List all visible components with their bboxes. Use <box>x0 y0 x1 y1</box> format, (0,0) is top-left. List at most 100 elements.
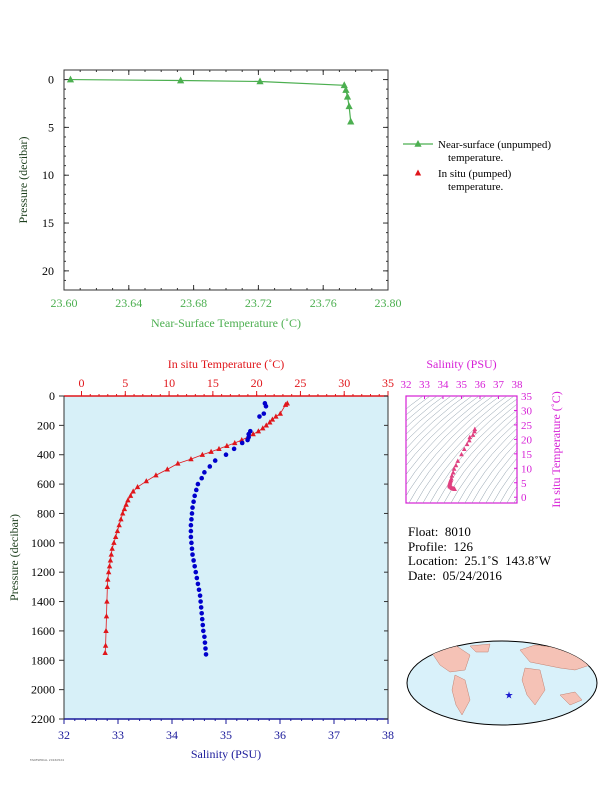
pressure-tick-label: 800 <box>37 506 55 520</box>
temperature-point <box>188 456 194 462</box>
density-contour <box>406 396 466 450</box>
temperature-point <box>277 410 283 416</box>
salinity-point <box>191 558 196 563</box>
salinity-point <box>245 437 250 443</box>
density-contour <box>525 376 612 508</box>
pressure-tick-label: 1800 <box>31 653 55 667</box>
near-surface-temperature-point <box>340 81 348 89</box>
temperature-point <box>112 533 119 540</box>
ts-point <box>449 473 455 478</box>
temperature-point <box>114 528 121 534</box>
ts-y-axis-label: In situ Temperature (˚C) <box>549 391 563 508</box>
salinity-point <box>203 652 209 657</box>
density-contour <box>499 475 517 503</box>
salinity-tick-label: 37 <box>328 728 340 742</box>
temperature-point <box>119 510 126 516</box>
near-surface-temperature-point <box>347 117 355 125</box>
legend-marker-unpumped <box>414 140 422 147</box>
temperature-point <box>267 419 273 425</box>
ts-point <box>459 451 464 457</box>
pressure-tick-label: 1400 <box>31 595 55 609</box>
legend-label-unpumped-cont: temperature. <box>448 152 504 164</box>
x-tick-label: 23.60 <box>51 296 78 310</box>
temperature-point <box>153 472 159 478</box>
y-tick-label: 15 <box>42 216 54 230</box>
salinity-tick-label: 32 <box>58 728 70 742</box>
pressure-axis-label: Pressure (decibar) <box>7 514 21 601</box>
density-contour <box>429 403 517 503</box>
temperature-point <box>118 516 124 522</box>
footer-note: FAKESERIAL 20160524 <box>30 758 65 762</box>
ts-x-axis-label: Salinity (PSU) <box>426 357 496 371</box>
profile-number: Profile: 126 <box>408 538 473 554</box>
temperature-point <box>103 627 109 634</box>
salinity-point <box>223 452 229 458</box>
salinity-point <box>199 475 204 481</box>
ts-x-tick-label: 37 <box>493 379 505 391</box>
density-contour <box>574 376 612 508</box>
ts-x-tick-label: 35 <box>456 379 468 391</box>
temperature-point <box>134 484 141 490</box>
density-contour <box>450 421 517 503</box>
ts-point <box>455 458 461 463</box>
ts-y-tick-label: 10 <box>521 463 533 475</box>
x-tick-label: 23.76 <box>310 296 337 310</box>
profile-date: Date: 05/24/2016 <box>408 567 502 583</box>
temperature-point <box>103 613 110 619</box>
density-contour <box>443 415 517 503</box>
temperature-point <box>108 551 114 557</box>
temperature-point <box>102 649 108 656</box>
x-tick-label: 23.80 <box>375 296 402 310</box>
salinity-point <box>263 403 269 409</box>
temperature-point <box>250 431 256 437</box>
salinity-point <box>231 446 237 452</box>
salinity-point <box>196 587 202 593</box>
temperature-point <box>208 448 214 454</box>
x-tick-label: 23.68 <box>180 296 207 310</box>
salinity-point <box>203 646 208 651</box>
ts-point <box>470 432 476 437</box>
density-contour <box>532 376 612 508</box>
ts-x-tick-label: 38 <box>512 379 524 391</box>
density-contour <box>406 396 480 466</box>
temperature-point <box>260 425 266 431</box>
near-surface-temperature-point <box>256 77 264 85</box>
y-tick-label: 20 <box>42 264 54 278</box>
temperature-point <box>282 401 289 407</box>
pressure-tick-label: 200 <box>37 418 55 432</box>
salinity-point <box>190 552 195 557</box>
float-id: Float: 8010 <box>408 524 471 539</box>
pressure-tick-label: 1000 <box>31 536 55 550</box>
near-surface-temperature-point <box>66 75 75 83</box>
density-contour <box>457 427 517 503</box>
ts-point <box>472 426 478 432</box>
temperature-point <box>216 445 222 451</box>
temperature-point <box>125 497 131 503</box>
density-contour <box>492 466 517 503</box>
ts-point <box>472 428 477 434</box>
salinity-point <box>191 499 196 505</box>
map-continent <box>469 643 491 653</box>
temperature-tick-label: 20 <box>251 376 263 390</box>
salinity-point <box>200 622 206 628</box>
near-surface-y-axis-label: Pressure (decibar) <box>16 137 30 224</box>
near-surface-temperature-point <box>342 86 350 93</box>
temperature-point <box>116 522 122 528</box>
ts-point <box>453 462 459 468</box>
ts-y-tick-label: 30 <box>521 405 533 417</box>
density-contour <box>406 396 494 486</box>
salinity-point <box>189 546 195 551</box>
map-continent <box>521 667 546 706</box>
ts-x-tick-label: 34 <box>438 379 450 391</box>
density-contour <box>581 376 612 508</box>
profile-plot-background <box>64 396 388 719</box>
pressure-tick-label: 1200 <box>31 565 55 579</box>
density-contour <box>471 441 517 503</box>
density-contour <box>436 409 517 503</box>
temperature-point <box>269 416 276 422</box>
ts-y-tick-label: 25 <box>521 420 533 432</box>
salinity-point <box>194 575 200 581</box>
salinity-point <box>239 440 245 446</box>
pressure-tick-label: 0 <box>49 389 55 403</box>
temperature-point <box>109 545 115 551</box>
